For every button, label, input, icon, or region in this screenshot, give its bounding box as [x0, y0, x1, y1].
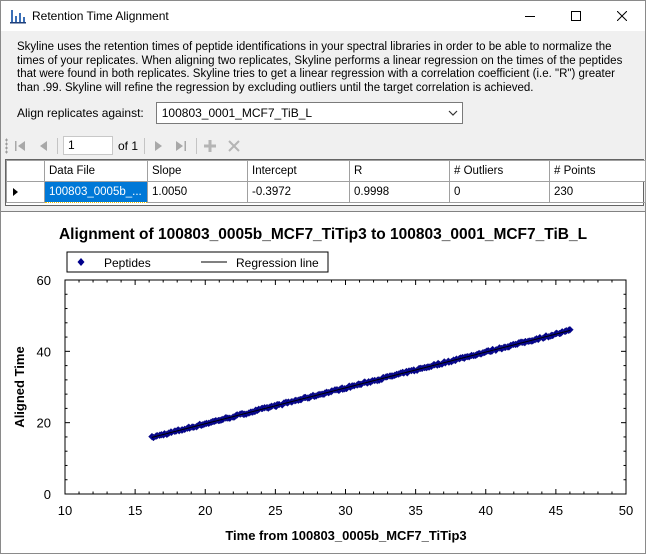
- maximize-icon: [571, 11, 581, 21]
- toolbar-grip[interactable]: [5, 138, 8, 154]
- maximize-button[interactable]: [553, 1, 599, 31]
- move-last-icon[interactable]: [175, 139, 187, 153]
- close-button[interactable]: [599, 1, 645, 31]
- regression-line: [151, 330, 571, 438]
- nav-separator: [57, 138, 58, 154]
- description-text: Skyline uses the retention times of pept…: [17, 41, 623, 94]
- row-header[interactable]: [6, 181, 45, 203]
- legend-peptides-marker: [77, 258, 85, 266]
- x-axis-label: Time from 100803_0005b_MCF7_TiTip3: [225, 528, 466, 543]
- y-tick-label: 60: [37, 273, 51, 288]
- delete-icon[interactable]: [227, 139, 241, 153]
- cell-data-file[interactable]: 100803_0005b_...: [44, 181, 148, 203]
- y-axis-label: Aligned Time: [12, 346, 27, 427]
- column-header[interactable]: # Points: [549, 160, 646, 182]
- align-label: Align replicates against:: [17, 106, 144, 120]
- cell-points[interactable]: 230: [549, 181, 646, 203]
- y-tick-label: 0: [44, 487, 51, 502]
- x-tick-label: 20: [198, 503, 212, 518]
- count-label: of 1: [118, 139, 139, 153]
- regression-grid[interactable]: Data File Slope Intercept R # Outliers #…: [5, 159, 646, 206]
- nav-separator: [196, 138, 197, 154]
- minimize-icon: [525, 16, 535, 17]
- plot-area: [148, 325, 574, 442]
- window-title: Retention Time Alignment: [32, 9, 169, 23]
- move-next-icon[interactable]: [153, 139, 163, 153]
- title-bar: Retention Time Alignment: [1, 1, 645, 31]
- chevron-down-icon: [448, 110, 458, 116]
- skyline-chart-icon: [10, 10, 26, 24]
- legend-regression-label: Regression line: [236, 256, 319, 270]
- move-first-icon[interactable]: [14, 139, 26, 153]
- chart-title: Alignment of 100803_0005b_MCF7_TiTip3 to…: [59, 226, 587, 243]
- cell-outliers[interactable]: 0: [449, 181, 550, 203]
- align-replicates-combo[interactable]: 100803_0001_MCF7_TiB_L: [155, 102, 463, 124]
- legend-peptides-label: Peptides: [104, 256, 151, 270]
- y-tick-label: 20: [37, 416, 51, 431]
- alignment-chart[interactable]: Alignment of 100803_0005b_MCF7_TiTip3 to…: [1, 212, 645, 554]
- row-header-corner: [6, 160, 45, 182]
- grid-header-row: Data File Slope Intercept R # Outliers #…: [6, 160, 646, 182]
- column-header[interactable]: R: [349, 160, 450, 182]
- y-tick-label: 40: [37, 344, 51, 359]
- x-tick-label: 30: [338, 503, 352, 518]
- nav-separator: [144, 138, 145, 154]
- x-tick-label: 15: [128, 503, 142, 518]
- minimize-button[interactable]: [507, 1, 553, 31]
- binding-navigator: 1 of 1: [1, 136, 645, 156]
- x-tick-label: 45: [549, 503, 563, 518]
- x-tick-label: 35: [408, 503, 422, 518]
- column-header[interactable]: Data File: [44, 160, 148, 182]
- x-tick-label: 50: [619, 503, 633, 518]
- close-icon: [617, 11, 627, 21]
- axes: 10 15 20 25 30 35 40 45 50 0 20 40 60: [37, 273, 634, 518]
- move-previous-icon[interactable]: [39, 139, 49, 153]
- cell-intercept[interactable]: -0.3972: [247, 181, 350, 203]
- legend: Peptides Regression line: [66, 251, 329, 273]
- column-header[interactable]: # Outliers: [449, 160, 550, 182]
- current-row-icon: [13, 188, 18, 196]
- x-tick-label: 10: [58, 503, 72, 518]
- add-new-icon[interactable]: [203, 139, 217, 153]
- column-header[interactable]: Intercept: [247, 160, 350, 182]
- cell-r[interactable]: 0.9998: [349, 181, 450, 203]
- x-tick-label: 25: [268, 503, 282, 518]
- align-selected-value: 100803_0001_MCF7_TiB_L: [161, 106, 313, 120]
- align-row: Align replicates against: 100803_0001_MC…: [17, 102, 463, 124]
- column-header[interactable]: Slope: [147, 160, 248, 182]
- position-input[interactable]: 1: [63, 136, 113, 155]
- alignment-graph-pane[interactable]: Alignment of 100803_0005b_MCF7_TiTip3 to…: [1, 211, 645, 553]
- cell-slope[interactable]: 1.0050: [147, 181, 248, 203]
- table-row[interactable]: 100803_0005b_... 1.0050 -0.3972 0.9998 0…: [6, 181, 646, 203]
- x-tick-label: 40: [479, 503, 493, 518]
